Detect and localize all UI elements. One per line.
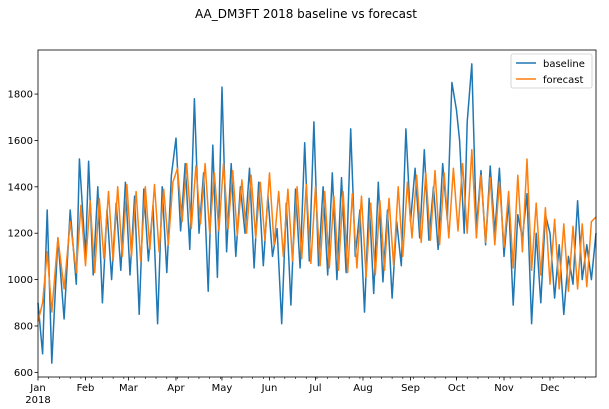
x-tick-label: Jan (29, 383, 45, 394)
x-tick-label: Jul (308, 383, 321, 394)
y-tick-label: 600 (14, 368, 33, 379)
x-tick-label: Apr (167, 383, 185, 394)
legend-label-baseline: baseline (543, 59, 585, 70)
y-tick-label: 1200 (8, 229, 33, 240)
x-tick-label: Jun (261, 383, 278, 394)
y-tick-label: 1600 (8, 136, 33, 147)
series-line-forecast (37, 148, 597, 322)
plot-frame (37, 49, 597, 378)
legend: baseline forecast (510, 53, 593, 89)
series-layer (37, 63, 597, 364)
x-year-label: 2018 (25, 395, 50, 406)
x-tick-label: Oct (448, 383, 465, 394)
axes-layer: 600 800 1000 1200 1400 1600 1800 Jan Feb Mar Apr Ma… (8, 90, 586, 406)
x-tick-label: Feb (77, 383, 95, 394)
x-tick-label: May (212, 383, 233, 394)
x-tick-label: Nov (494, 383, 514, 394)
x-tick-label: Aug (353, 383, 373, 394)
y-tick-label: 1800 (8, 90, 33, 101)
y-tick-label: 1400 (8, 182, 33, 193)
x-tick-label: Sep (401, 383, 420, 394)
x-tick-label: Dec (540, 383, 559, 394)
y-tick-label: 1000 (8, 275, 33, 286)
x-tick-label: Mar (119, 383, 139, 394)
chart-title: AA_DM3FT 2018 baseline vs forecast (195, 7, 417, 21)
legend-label-forecast: forecast (543, 75, 584, 86)
y-tick-label: 800 (14, 321, 33, 332)
